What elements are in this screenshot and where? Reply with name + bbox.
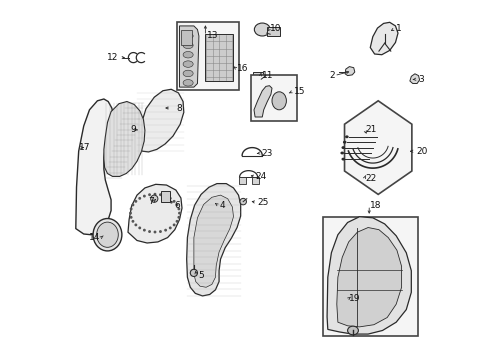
Ellipse shape xyxy=(172,200,175,203)
Text: 13: 13 xyxy=(207,31,219,40)
Text: 5: 5 xyxy=(198,271,204,280)
Ellipse shape xyxy=(159,193,162,196)
Polygon shape xyxy=(345,67,355,76)
Text: 11: 11 xyxy=(262,71,274,80)
Ellipse shape xyxy=(342,158,345,161)
Polygon shape xyxy=(187,184,241,296)
FancyBboxPatch shape xyxy=(323,217,418,336)
Text: 10: 10 xyxy=(270,24,282,33)
Text: 17: 17 xyxy=(79,143,90,152)
Ellipse shape xyxy=(131,220,134,223)
Ellipse shape xyxy=(143,195,146,198)
Ellipse shape xyxy=(347,326,358,335)
Ellipse shape xyxy=(169,226,171,229)
Ellipse shape xyxy=(138,197,141,200)
Polygon shape xyxy=(370,22,398,55)
Ellipse shape xyxy=(172,224,175,226)
FancyBboxPatch shape xyxy=(252,177,259,184)
Ellipse shape xyxy=(183,70,193,77)
Polygon shape xyxy=(137,89,184,152)
Ellipse shape xyxy=(177,207,180,210)
Polygon shape xyxy=(104,102,145,176)
Ellipse shape xyxy=(138,226,141,229)
Polygon shape xyxy=(410,74,419,84)
Ellipse shape xyxy=(134,224,137,226)
Polygon shape xyxy=(194,195,233,287)
Ellipse shape xyxy=(183,51,193,58)
Ellipse shape xyxy=(175,203,178,206)
Ellipse shape xyxy=(183,33,193,39)
Text: 24: 24 xyxy=(256,172,267,181)
Ellipse shape xyxy=(341,152,344,154)
Text: 19: 19 xyxy=(349,294,361,303)
Polygon shape xyxy=(344,101,412,194)
FancyBboxPatch shape xyxy=(181,30,193,45)
Ellipse shape xyxy=(183,80,193,86)
Text: 25: 25 xyxy=(258,198,269,207)
Text: 12: 12 xyxy=(107,53,118,62)
Polygon shape xyxy=(337,228,402,327)
FancyBboxPatch shape xyxy=(267,27,280,36)
Ellipse shape xyxy=(254,23,270,36)
Ellipse shape xyxy=(178,212,181,215)
Ellipse shape xyxy=(153,231,156,234)
Polygon shape xyxy=(254,86,272,117)
Text: 7: 7 xyxy=(148,197,154,206)
FancyBboxPatch shape xyxy=(176,22,239,90)
Ellipse shape xyxy=(97,222,118,247)
Ellipse shape xyxy=(93,219,122,251)
Polygon shape xyxy=(76,99,114,235)
Ellipse shape xyxy=(240,198,246,205)
Text: 2: 2 xyxy=(329,71,335,80)
Text: 8: 8 xyxy=(176,104,182,112)
Text: 3: 3 xyxy=(418,75,423,84)
FancyBboxPatch shape xyxy=(252,72,263,84)
Text: 15: 15 xyxy=(294,87,305,96)
Ellipse shape xyxy=(148,193,151,196)
Text: 4: 4 xyxy=(220,201,225,210)
Text: 20: 20 xyxy=(416,147,427,156)
Polygon shape xyxy=(179,26,199,87)
Text: 1: 1 xyxy=(396,24,402,33)
Ellipse shape xyxy=(345,135,349,138)
Ellipse shape xyxy=(130,207,133,210)
Ellipse shape xyxy=(131,203,134,206)
FancyBboxPatch shape xyxy=(161,191,170,202)
Ellipse shape xyxy=(183,61,193,67)
Ellipse shape xyxy=(134,200,137,203)
Polygon shape xyxy=(327,217,411,334)
Ellipse shape xyxy=(175,220,178,223)
Text: 18: 18 xyxy=(370,201,382,210)
Text: 16: 16 xyxy=(237,64,248,73)
Ellipse shape xyxy=(177,216,180,219)
Ellipse shape xyxy=(153,193,156,196)
Text: 9: 9 xyxy=(130,125,136,134)
Ellipse shape xyxy=(151,195,158,202)
Text: 21: 21 xyxy=(366,125,377,134)
FancyBboxPatch shape xyxy=(205,34,233,81)
Text: 6: 6 xyxy=(175,201,180,210)
Ellipse shape xyxy=(190,269,197,276)
Ellipse shape xyxy=(164,195,167,198)
FancyBboxPatch shape xyxy=(239,177,246,184)
Ellipse shape xyxy=(272,92,286,110)
Text: 23: 23 xyxy=(261,149,272,158)
Text: 22: 22 xyxy=(366,174,377,183)
Ellipse shape xyxy=(183,42,193,49)
FancyBboxPatch shape xyxy=(251,75,297,121)
Ellipse shape xyxy=(148,230,151,233)
Ellipse shape xyxy=(143,229,146,231)
Ellipse shape xyxy=(164,229,167,231)
Ellipse shape xyxy=(159,230,162,233)
Text: 14: 14 xyxy=(89,233,100,242)
Polygon shape xyxy=(128,184,182,243)
Ellipse shape xyxy=(129,212,132,215)
Ellipse shape xyxy=(130,216,133,219)
Ellipse shape xyxy=(342,146,345,149)
Ellipse shape xyxy=(169,197,171,200)
Ellipse shape xyxy=(343,141,346,144)
